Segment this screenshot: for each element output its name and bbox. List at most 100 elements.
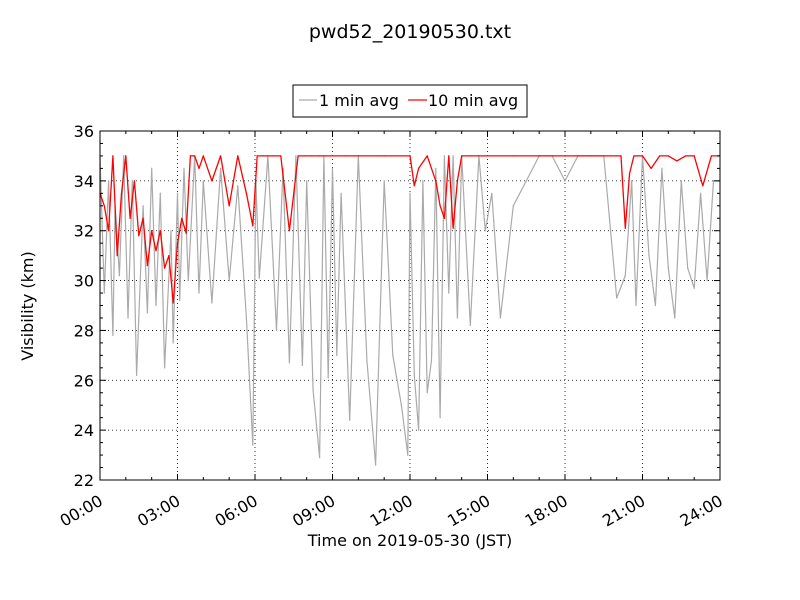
- chart-title: pwd52_20190530.txt: [309, 21, 511, 43]
- data-point: [146, 312, 148, 314]
- data-point: [187, 280, 189, 282]
- data-point: [331, 167, 334, 169]
- data-point: [181, 217, 183, 219]
- data-point: [357, 155, 359, 157]
- data-point: [112, 334, 114, 336]
- data-point: [409, 192, 411, 194]
- data-point: [185, 232, 187, 234]
- data-point: [700, 192, 702, 194]
- data-point: [176, 242, 179, 244]
- data-point: [512, 155, 514, 157]
- data-point: [303, 155, 306, 157]
- data-point: [392, 354, 394, 356]
- data-point: [418, 167, 420, 169]
- data-point: [344, 155, 346, 157]
- data-point: [486, 155, 489, 157]
- data-point: [183, 167, 185, 169]
- data-point: [620, 155, 622, 157]
- grid-lines: [100, 131, 720, 480]
- data-point: [245, 317, 247, 319]
- data-point: [629, 172, 631, 174]
- data-point: [706, 280, 708, 282]
- data-point: [275, 329, 278, 331]
- data-point: [159, 230, 161, 232]
- data-point: [131, 180, 133, 182]
- data-point: [312, 389, 314, 391]
- data-point: [590, 155, 592, 157]
- y-tick-label: 32: [74, 222, 94, 241]
- data-point: [383, 155, 385, 157]
- data-point: [120, 192, 123, 194]
- y-tick-label: 22: [74, 471, 94, 490]
- data-point: [538, 155, 540, 157]
- data-point: [331, 155, 334, 157]
- data-point: [443, 155, 445, 157]
- data-point: [164, 367, 166, 369]
- data-point: [512, 205, 514, 207]
- data-point: [151, 167, 153, 169]
- data-point: [456, 317, 458, 319]
- data-point: [155, 304, 157, 307]
- data-point: [237, 185, 239, 187]
- data-point: [211, 180, 213, 182]
- y-tick-label: 26: [74, 371, 94, 390]
- data-point: [478, 155, 480, 157]
- data-point: [116, 255, 118, 257]
- data-point: [220, 155, 222, 157]
- data-point: [118, 275, 120, 277]
- data-point: [252, 225, 254, 227]
- data-point: [198, 167, 200, 169]
- data-point: [127, 317, 129, 319]
- x-axis-label: Time on 2019-05-30 (JST): [307, 531, 512, 550]
- data-point: [202, 155, 204, 157]
- y-tick-label: 36: [74, 122, 94, 141]
- data-point: [172, 302, 174, 304]
- data-point: [564, 180, 566, 182]
- data-point: [631, 180, 633, 182]
- legend-label-10min: 10 min avg: [428, 91, 518, 110]
- data-point: [499, 317, 501, 319]
- data-point: [297, 155, 299, 157]
- data-point: [659, 155, 661, 157]
- data-point: [407, 454, 409, 456]
- data-point: [435, 180, 437, 182]
- data-point: [295, 155, 297, 157]
- data-point: [469, 155, 471, 157]
- data-point: [400, 404, 402, 406]
- data-point: [263, 155, 265, 157]
- data-point: [525, 180, 527, 182]
- data-point: [319, 155, 321, 157]
- data-point: [484, 230, 486, 232]
- data-point: [319, 457, 321, 459]
- data-point: [712, 180, 715, 182]
- data-point: [624, 275, 626, 277]
- data-point: [237, 155, 239, 157]
- data-point: [422, 180, 424, 182]
- data-point: [661, 167, 663, 169]
- data-point: [624, 227, 626, 229]
- data-point: [142, 205, 144, 207]
- data-point: [176, 192, 179, 194]
- series-line-1min: [99, 155, 720, 466]
- y-tick-label: 34: [74, 172, 94, 191]
- data-point: [667, 155, 669, 157]
- data-point: [340, 192, 342, 194]
- data-point: [633, 155, 635, 157]
- data-point: [129, 217, 131, 219]
- data-point: [430, 359, 433, 361]
- data-point: [168, 255, 170, 257]
- data-point: [301, 364, 303, 366]
- data-point: [452, 227, 454, 229]
- data-point: [164, 267, 166, 269]
- data-point: [245, 192, 247, 194]
- data-point: [306, 180, 308, 182]
- data-point: [288, 362, 290, 364]
- data-point: [112, 155, 114, 157]
- data-point: [288, 230, 290, 232]
- data-point: [674, 317, 676, 319]
- data-point: [136, 374, 138, 376]
- data-point: [327, 377, 329, 379]
- y-tick-label: 30: [74, 272, 94, 291]
- data-point: [685, 155, 687, 157]
- data-point: [211, 302, 213, 304]
